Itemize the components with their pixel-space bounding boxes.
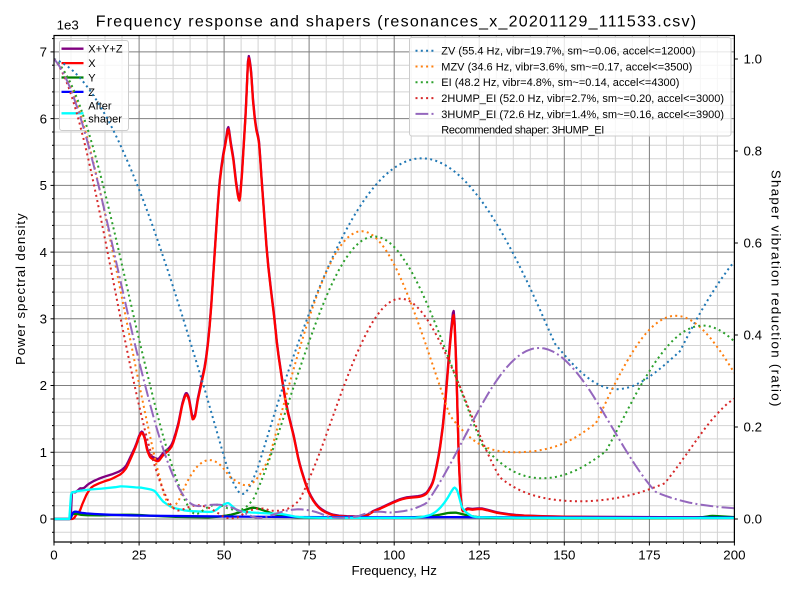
svg-text:5: 5 [40, 178, 47, 193]
svg-text:Frequency, Hz: Frequency, Hz [351, 563, 436, 578]
svg-text:1: 1 [40, 445, 47, 460]
svg-text:ZV (55.4 Hz, vibr=19.7%, sm~=0: ZV (55.4 Hz, vibr=19.7%, sm~=0.06, accel… [441, 46, 695, 58]
svg-text:0.8: 0.8 [744, 144, 763, 159]
svg-text:6: 6 [40, 111, 47, 126]
svg-text:100: 100 [383, 548, 405, 563]
svg-text:EI (48.2 Hz, vibr=4.8%, sm~=0.: EI (48.2 Hz, vibr=4.8%, sm~=0.14, accel<… [441, 77, 679, 89]
svg-text:Shaper vibration reduction (ra: Shaper vibration reduction (ratio) [769, 170, 784, 408]
svg-text:shaper: shaper [88, 114, 122, 126]
svg-text:200: 200 [723, 548, 745, 563]
svg-text:0.6: 0.6 [744, 236, 763, 251]
svg-text:Recommended shaper: 3HUMP_EI: Recommended shaper: 3HUMP_EI [441, 125, 604, 137]
svg-text:3: 3 [40, 312, 47, 327]
svg-text:X: X [88, 58, 96, 70]
svg-text:0: 0 [50, 548, 57, 563]
svg-text:2HUMP_EI (52.0 Hz, vibr=2.7%,: 2HUMP_EI (52.0 Hz, vibr=2.7%, sm~=0.20, … [441, 93, 724, 105]
svg-text:0: 0 [40, 512, 47, 527]
svg-text:Z: Z [88, 87, 95, 99]
svg-text:3HUMP_EI (72.6 Hz, vibr=1.4%,: 3HUMP_EI (72.6 Hz, vibr=1.4%, sm~=0.16, … [441, 109, 724, 121]
svg-text:175: 175 [638, 548, 660, 563]
svg-text:X+Y+Z: X+Y+Z [88, 44, 123, 56]
svg-text:125: 125 [468, 548, 490, 563]
svg-text:2: 2 [40, 378, 47, 393]
svg-text:0.0: 0.0 [744, 512, 763, 527]
svg-text:Power spectral density: Power spectral density [13, 213, 28, 365]
svg-text:1e3: 1e3 [57, 18, 79, 33]
svg-text:0.2: 0.2 [744, 420, 763, 435]
svg-text:150: 150 [553, 548, 575, 563]
svg-text:50: 50 [217, 548, 232, 563]
svg-text:MZV (34.6 Hz, vibr=3.6%, sm~=0: MZV (34.6 Hz, vibr=3.6%, sm~=0.17, accel… [441, 61, 692, 73]
svg-text:7: 7 [40, 45, 47, 60]
svg-text:Y: Y [88, 72, 96, 84]
svg-text:0.4: 0.4 [744, 328, 763, 343]
svg-text:25: 25 [132, 548, 147, 563]
svg-text:1.0: 1.0 [744, 52, 763, 67]
svg-text:After: After [88, 101, 112, 113]
svg-text:Frequency response and shapers: Frequency response and shapers (resonanc… [96, 14, 698, 31]
svg-text:75: 75 [302, 548, 317, 563]
svg-text:4: 4 [40, 245, 47, 260]
